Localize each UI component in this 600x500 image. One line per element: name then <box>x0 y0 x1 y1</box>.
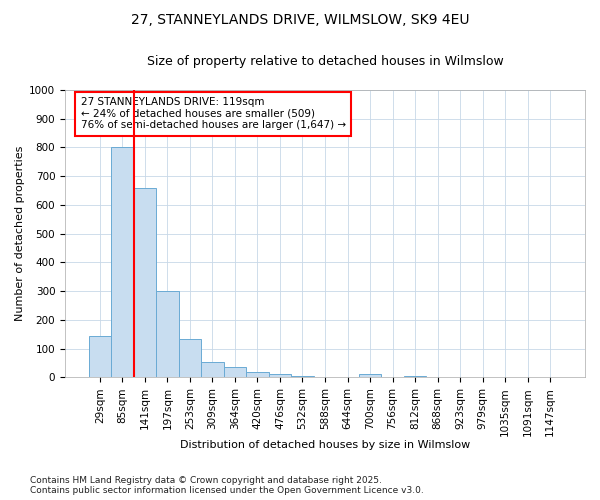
Text: 27 STANNEYLANDS DRIVE: 119sqm
← 24% of detached houses are smaller (509)
76% of : 27 STANNEYLANDS DRIVE: 119sqm ← 24% of d… <box>80 97 346 130</box>
Text: 27, STANNEYLANDS DRIVE, WILMSLOW, SK9 4EU: 27, STANNEYLANDS DRIVE, WILMSLOW, SK9 4E… <box>131 12 469 26</box>
Bar <box>156 291 179 378</box>
Y-axis label: Number of detached properties: Number of detached properties <box>15 146 25 322</box>
Bar <box>89 336 111 378</box>
Bar <box>111 148 134 378</box>
Bar <box>291 376 314 378</box>
Bar <box>201 362 224 378</box>
Bar <box>134 188 156 378</box>
Text: Contains HM Land Registry data © Crown copyright and database right 2025.
Contai: Contains HM Land Registry data © Crown c… <box>30 476 424 495</box>
Title: Size of property relative to detached houses in Wilmslow: Size of property relative to detached ho… <box>146 55 503 68</box>
Bar <box>179 338 201 378</box>
Bar <box>224 368 246 378</box>
Bar <box>246 372 269 378</box>
Bar <box>404 376 427 378</box>
X-axis label: Distribution of detached houses by size in Wilmslow: Distribution of detached houses by size … <box>180 440 470 450</box>
Bar <box>359 374 381 378</box>
Bar <box>269 374 291 378</box>
